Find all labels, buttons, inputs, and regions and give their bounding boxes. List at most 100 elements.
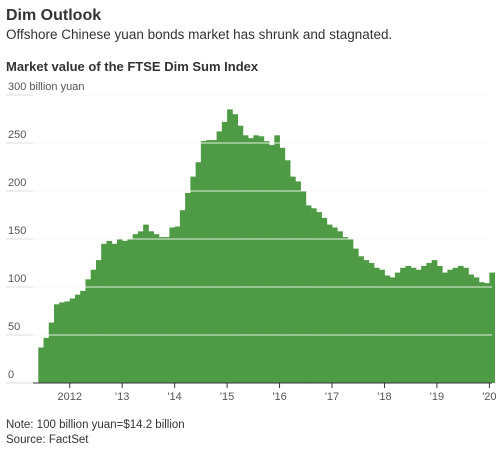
- area-step: [106, 240, 113, 383]
- area-step: [53, 304, 60, 383]
- area-step: [111, 243, 118, 383]
- area-step: [284, 160, 291, 383]
- area-step: [195, 162, 202, 383]
- area-step: [169, 227, 176, 383]
- area-step: [447, 269, 454, 383]
- area-step: [179, 210, 186, 383]
- area-step: [274, 135, 280, 383]
- area-step: [116, 239, 123, 383]
- area-step: [158, 237, 165, 383]
- area-step: [90, 269, 97, 383]
- area-step: [248, 138, 254, 383]
- area-step: [101, 243, 107, 383]
- area-step: [347, 239, 354, 383]
- area-step: [379, 269, 385, 383]
- y-tick-label: 50: [8, 321, 20, 333]
- area-step: [153, 234, 160, 383]
- area-step: [332, 227, 338, 383]
- area-step: [190, 176, 197, 383]
- area-step: [489, 272, 496, 383]
- area-step: [132, 234, 139, 383]
- area-step: [484, 283, 490, 383]
- area-step: [64, 301, 71, 383]
- area-step: [337, 231, 343, 383]
- area-step: [426, 263, 433, 383]
- area-step: [405, 265, 412, 383]
- area-step: [326, 224, 333, 383]
- area-step: [321, 217, 328, 383]
- x-tick-label: '13: [115, 391, 129, 403]
- area-step: [457, 265, 464, 383]
- area-step: [400, 267, 406, 383]
- y-tick-label: 100: [8, 273, 26, 285]
- area-step: [237, 125, 244, 383]
- area-step: [148, 231, 155, 383]
- area-step: [311, 208, 317, 383]
- subtitle: Offshore Chinese yuan bonds market has s…: [6, 27, 392, 42]
- area-step: [48, 322, 55, 383]
- area-step: [473, 277, 480, 383]
- area-step: [122, 240, 128, 383]
- y-tick-label: 0: [8, 369, 14, 381]
- area-step: [373, 267, 380, 383]
- area-step: [295, 181, 301, 383]
- area-step: [242, 135, 249, 383]
- area-step: [468, 274, 475, 383]
- area-step: [442, 272, 448, 383]
- area-step: [342, 237, 349, 383]
- area-step: [221, 121, 228, 383]
- area-step: [431, 260, 438, 383]
- area-step: [85, 279, 92, 383]
- area-step: [43, 337, 50, 383]
- x-tick-label: '17: [325, 391, 339, 403]
- area-step: [206, 140, 212, 383]
- y-tick-label: 250: [8, 129, 26, 141]
- area-step: [421, 265, 427, 383]
- area-step: [358, 256, 364, 383]
- area-step: [415, 269, 422, 383]
- x-tick-label: '15: [220, 391, 234, 403]
- area-step: [279, 147, 286, 383]
- y-tick-label: 300 billion yuan: [8, 81, 84, 93]
- area-step: [352, 248, 359, 383]
- y-tick-label: 150: [8, 225, 26, 237]
- area-step: [38, 347, 44, 383]
- area-step: [227, 109, 233, 384]
- y-tick-label: 200: [8, 177, 26, 189]
- area-step: [185, 192, 191, 383]
- area-step: [253, 135, 259, 383]
- title: Dim Outlook: [6, 7, 101, 24]
- area-step: [59, 302, 65, 383]
- area-step: [164, 237, 170, 383]
- area-step: [80, 290, 86, 383]
- area-step: [368, 263, 375, 383]
- area-step: [216, 131, 223, 383]
- area-step: [363, 260, 370, 383]
- area-step: [410, 267, 417, 383]
- area-step: [269, 144, 275, 383]
- area-step: [394, 272, 401, 383]
- area-step: [137, 231, 144, 383]
- x-tick-label: '14: [167, 391, 181, 403]
- x-tick-label: 2012: [57, 391, 81, 403]
- area-step: [463, 267, 469, 383]
- note: Note: 100 billion yuan=$14.2 billion: [6, 419, 185, 431]
- x-tick-label: '16: [272, 391, 286, 403]
- chart-title: Market value of the FTSE Dim Sum Index: [6, 59, 259, 74]
- area-step: [200, 141, 207, 383]
- area-step: [290, 176, 296, 383]
- area-step: [174, 226, 181, 383]
- area-step: [95, 260, 102, 383]
- area-step: [211, 140, 217, 383]
- area-step: [263, 141, 270, 383]
- area-step: [478, 282, 485, 383]
- x-tick-label: '19: [430, 391, 444, 403]
- area-step: [69, 298, 76, 383]
- area-step: [452, 267, 459, 383]
- area-step: [258, 136, 265, 383]
- area-step: [232, 114, 238, 383]
- area-step: [436, 265, 443, 383]
- area-step: [127, 239, 134, 383]
- area-step: [389, 277, 396, 383]
